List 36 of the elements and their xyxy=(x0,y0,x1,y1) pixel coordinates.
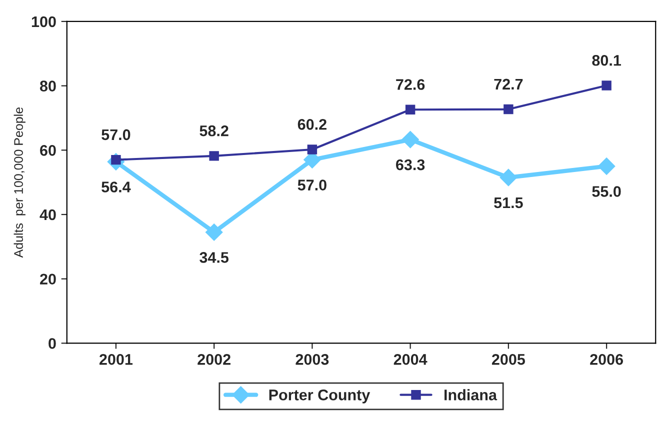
data-label: 63.3 xyxy=(396,159,425,170)
data-label: 58.2 xyxy=(200,125,228,136)
point xyxy=(206,224,223,241)
data-label: 60.2 xyxy=(298,119,326,130)
data-label: 51.5 xyxy=(494,198,523,208)
x-tick-label: 2006 xyxy=(590,354,624,365)
y-tick-label: 100 xyxy=(32,16,56,28)
point xyxy=(402,130,419,148)
y-tick-label: 0 xyxy=(48,338,56,349)
x-tick-label: 2002 xyxy=(198,354,230,365)
data-label: 72.7 xyxy=(494,78,523,90)
point xyxy=(602,80,612,90)
y-tick-label: 60 xyxy=(40,145,56,156)
x-tick-label: 2005 xyxy=(492,354,526,365)
data-label: 57.0 xyxy=(298,180,326,190)
x-tick-label: 2004 xyxy=(394,354,428,365)
data-label: 55.0 xyxy=(592,186,621,197)
point xyxy=(307,144,318,154)
y-axis-title: Adults per 100,000 People xyxy=(14,107,26,258)
x-tick-label: 2003 xyxy=(296,354,329,365)
data-label: 72.6 xyxy=(396,79,425,90)
y-tick-label: 40 xyxy=(40,209,56,220)
point xyxy=(209,151,219,161)
point xyxy=(500,168,517,186)
data-label: 80.1 xyxy=(592,54,622,66)
legend-label: Indiana xyxy=(444,389,498,400)
data-label: 34.5 xyxy=(200,252,229,263)
data-label: 57.0 xyxy=(102,129,130,140)
point xyxy=(405,104,416,114)
point xyxy=(598,158,616,175)
y-tick-label: 20 xyxy=(40,274,56,285)
point xyxy=(504,104,514,114)
data-label: 56.4 xyxy=(102,182,131,192)
x-tick-label: 2001 xyxy=(100,354,133,365)
legend-label: Porter County xyxy=(269,390,370,404)
y-tick-label: 80 xyxy=(40,80,56,92)
